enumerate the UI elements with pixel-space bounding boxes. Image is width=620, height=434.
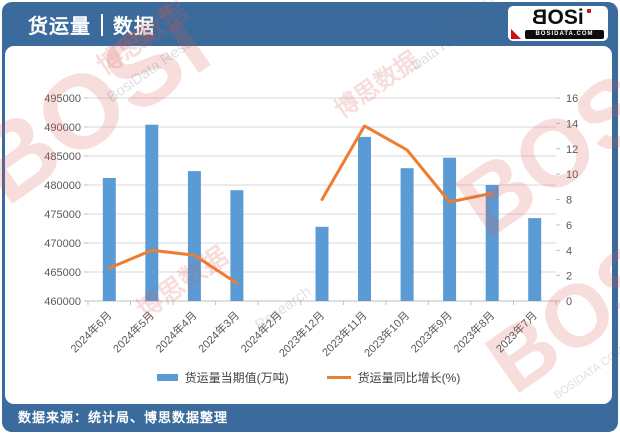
svg-text:2023年9月: 2023年9月 <box>408 308 455 355</box>
page-title: 货运量 数据 <box>28 10 155 39</box>
legend-line-label: 货运量同比增长(%) <box>357 371 461 385</box>
svg-text:16: 16 <box>566 93 578 105</box>
svg-text:2023年12月: 2023年12月 <box>276 308 327 359</box>
svg-text:12: 12 <box>566 144 578 156</box>
svg-text:6: 6 <box>566 220 572 232</box>
page-title-right: 数据 <box>113 16 155 38</box>
bosi-logo: BOSi BOSIDATA.COM <box>508 6 608 41</box>
svg-text:2024年2月: 2024年2月 <box>238 308 285 355</box>
svg-text:10: 10 <box>566 169 578 181</box>
svg-text:460000: 460000 <box>44 296 81 308</box>
svg-text:475000: 475000 <box>44 209 81 221</box>
logo-red-dot-icon <box>587 9 591 13</box>
svg-text:8: 8 <box>566 195 572 207</box>
bosi-logo-text: BOSi <box>532 6 584 29</box>
svg-text:485000: 485000 <box>44 151 81 163</box>
legend-line-swatch-icon <box>326 376 351 379</box>
svg-text:490000: 490000 <box>44 122 81 134</box>
svg-text:14: 14 <box>566 118 578 130</box>
svg-text:0: 0 <box>566 296 572 308</box>
svg-text:465000: 465000 <box>44 267 81 279</box>
title-divider <box>101 13 103 36</box>
svg-text:2024年5月: 2024年5月 <box>110 308 157 355</box>
legend-item-bars: 货运量当期值(万吨) <box>156 369 289 386</box>
logo-red-triangle-icon <box>511 29 521 39</box>
legend-bar-label: 货运量当期值(万吨) <box>184 371 289 385</box>
svg-text:2023年8月: 2023年8月 <box>450 308 497 355</box>
svg-text:2024年4月: 2024年4月 <box>152 308 199 355</box>
legend-bar-swatch-icon <box>156 374 178 381</box>
svg-text:480000: 480000 <box>44 180 81 192</box>
svg-text:4: 4 <box>566 245 572 257</box>
header-bar: 货运量 数据 BOSi BOSIDATA.COM <box>0 0 620 46</box>
svg-text:2024年3月: 2024年3月 <box>195 308 242 355</box>
svg-text:470000: 470000 <box>44 238 81 250</box>
svg-text:2: 2 <box>566 271 572 283</box>
chart-legend: 货运量当期值(万吨) 货运量同比增长(%) <box>5 369 612 386</box>
svg-text:495000: 495000 <box>44 93 81 105</box>
svg-text:2024年6月: 2024年6月 <box>67 308 114 355</box>
svg-text:2023年7月: 2023年7月 <box>493 308 540 355</box>
legend-item-line: 货运量同比增长(%) <box>326 369 461 386</box>
data-source-note: 数据来源：统计局、博思数据整理 <box>18 410 229 425</box>
bosi-logo-domain: BOSIDATA.COM <box>525 30 604 39</box>
page-title-left: 货运量 <box>28 16 91 38</box>
svg-text:2023年10月: 2023年10月 <box>361 308 412 359</box>
